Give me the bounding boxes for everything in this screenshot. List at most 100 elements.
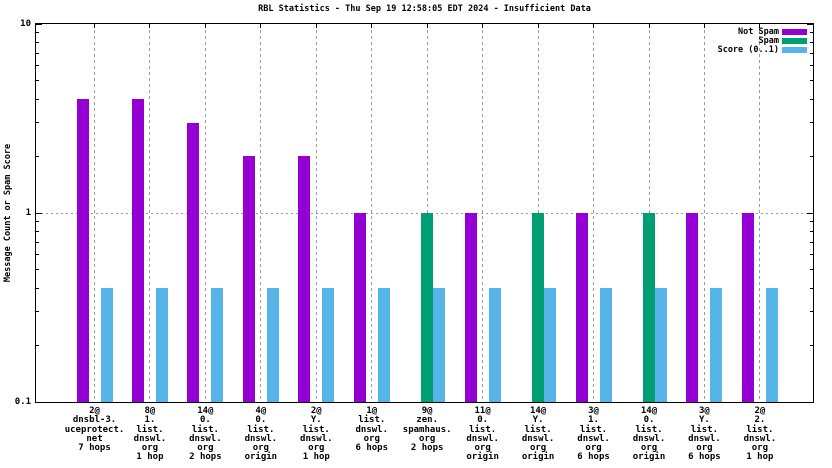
x-category-label-line: org xyxy=(363,433,380,444)
legend-swatch xyxy=(782,46,807,53)
x-category-label-line: list. xyxy=(580,424,608,435)
x-category-label-line: list. xyxy=(136,424,164,435)
x-category-label-line: dnswl. xyxy=(189,433,222,444)
x-category-label-line: 6 hops xyxy=(688,452,721,463)
x-category-label: 11@ 0. list. dnswl. org origin xyxy=(438,406,528,463)
x-category-label-line: dnswl. xyxy=(521,433,555,444)
x-category-label-line: 1 hop xyxy=(746,452,774,463)
x-category-label-line: 3@ xyxy=(699,406,710,416)
bar-spam xyxy=(532,213,545,402)
x-category-label-line: 0. xyxy=(477,415,489,426)
bar-not-spam xyxy=(76,99,89,402)
x-category-label-line: 14@ xyxy=(640,406,658,416)
x-tick-top xyxy=(426,24,428,28)
x-category-label-line: dnswl. xyxy=(300,433,333,444)
x-category-label-line: 0. xyxy=(643,415,655,426)
x-tick-top xyxy=(703,24,705,28)
bar-spam xyxy=(421,213,434,402)
x-category-label-line: org xyxy=(419,433,436,444)
x-category-label-line: dnswl. xyxy=(355,424,388,435)
x-category-label-line: 2@ xyxy=(754,406,766,416)
x-category-label: 14@ 0. list. dnswl. org 2 hops xyxy=(160,406,250,463)
x-tick-top xyxy=(371,24,373,28)
y-tick-left xyxy=(36,254,39,256)
legend-label: Not Spam xyxy=(738,27,779,37)
x-category-label: 1@ list. dnswl. org 6 hops xyxy=(327,406,417,453)
y-tick-left xyxy=(36,230,39,232)
x-tick-top xyxy=(648,24,650,28)
x-category-label-line: list. xyxy=(302,424,330,435)
y-tick-right xyxy=(807,23,813,25)
y-tick-left xyxy=(36,80,39,82)
x-category-label-line: 8@ xyxy=(144,406,156,416)
y-tick-right xyxy=(810,344,813,346)
y-tick-right xyxy=(810,52,813,54)
bar-not-spam xyxy=(242,156,255,402)
x-category-label-line: origin xyxy=(466,452,499,463)
x-category-label-line: spamhaus. xyxy=(402,424,452,435)
bar-score-0-1- xyxy=(655,288,667,402)
x-category-label-line: org xyxy=(141,443,159,454)
legend-label: Score (0..1) xyxy=(717,44,779,55)
y-tick-right xyxy=(810,311,813,313)
x-category-label-line: dnswl. xyxy=(133,433,167,444)
x-category-label-line: org xyxy=(252,443,269,454)
bar-score-0-1- xyxy=(266,288,279,402)
x-category-label-line: dnswl. xyxy=(466,433,499,444)
x-category-label-line: 0. xyxy=(199,415,211,426)
x-category-label-line: 2 hops xyxy=(410,443,444,454)
y-tick-left xyxy=(36,401,42,403)
bar-score-0-1- xyxy=(100,288,113,402)
x-category-label-line: org xyxy=(529,443,547,454)
bar-spam xyxy=(643,213,655,402)
x-category-label-line: 1 hop xyxy=(302,452,330,463)
x-category-label-line: 2 hops xyxy=(189,452,222,463)
x-category-label-line: zen. xyxy=(416,415,439,426)
x-category-label-line: org xyxy=(197,443,214,454)
x-category-label-line: 2@ xyxy=(310,406,322,416)
y-tick-right xyxy=(807,401,813,403)
x-category-label-line: net xyxy=(86,433,103,444)
x-category-label-line: 1. xyxy=(588,415,599,426)
y-tick-right xyxy=(810,32,813,34)
x-category-label-line: 2. xyxy=(754,415,766,426)
x-category-label-line: dnswl. xyxy=(632,433,666,444)
bar-not-spam xyxy=(741,213,754,402)
x-category-label-line: Y. xyxy=(532,415,544,426)
y-tick-left xyxy=(36,241,39,243)
legend: Not Spam Spam Score (0..1) xyxy=(718,28,807,54)
y-tick-left xyxy=(36,52,39,54)
y-tick-left xyxy=(36,32,39,34)
x-category-label-line: dnsbl-3. xyxy=(72,415,117,426)
chart-title: RBL Statistics - Thu Sep 19 12:58:05 EDT… xyxy=(258,4,591,14)
x-category-label-line: org xyxy=(474,443,491,454)
y-tick-left xyxy=(36,23,42,25)
bar-score-0-1- xyxy=(765,288,778,402)
x-tick-top xyxy=(260,24,262,28)
y-tick-left xyxy=(36,155,39,157)
x-category-label: 4@ 0. list. dnswl. org origin xyxy=(216,406,306,463)
x-category-label: 3@ 1. list. dnswl. org 6 hops xyxy=(549,406,639,463)
y-tick-left xyxy=(36,65,39,67)
y-tick-right xyxy=(810,230,813,232)
bar-not-spam xyxy=(187,122,200,402)
bar-score-0-1- xyxy=(433,288,446,402)
y-tick-right xyxy=(810,287,813,289)
x-category-label-line: 2@ xyxy=(89,406,100,416)
x-category-label: 14@ 0. list. dnswl. org origin xyxy=(604,406,694,463)
x-category-label-line: org xyxy=(751,443,769,454)
x-category-label-line: 1@ xyxy=(366,406,378,416)
y-tick-left xyxy=(36,41,39,43)
x-category-label-line: 0. xyxy=(255,415,267,426)
x-category-label-line: org xyxy=(640,443,658,454)
y-tick-left xyxy=(36,212,42,214)
legend-row: Spam xyxy=(718,36,807,46)
y-tick-right xyxy=(810,41,813,43)
x-category-label: 2@ 2. list. dnswl. org 1 hop xyxy=(715,406,805,463)
bar-not-spam xyxy=(353,213,366,402)
x-category-label: 14@ Y. list. dnswl. org origin xyxy=(493,406,583,463)
x-category-label: 3@ Y. list. dnswl. org 6 hops xyxy=(659,406,749,463)
y-tick-left xyxy=(36,122,39,124)
y-tick-label: 1 xyxy=(25,207,31,218)
